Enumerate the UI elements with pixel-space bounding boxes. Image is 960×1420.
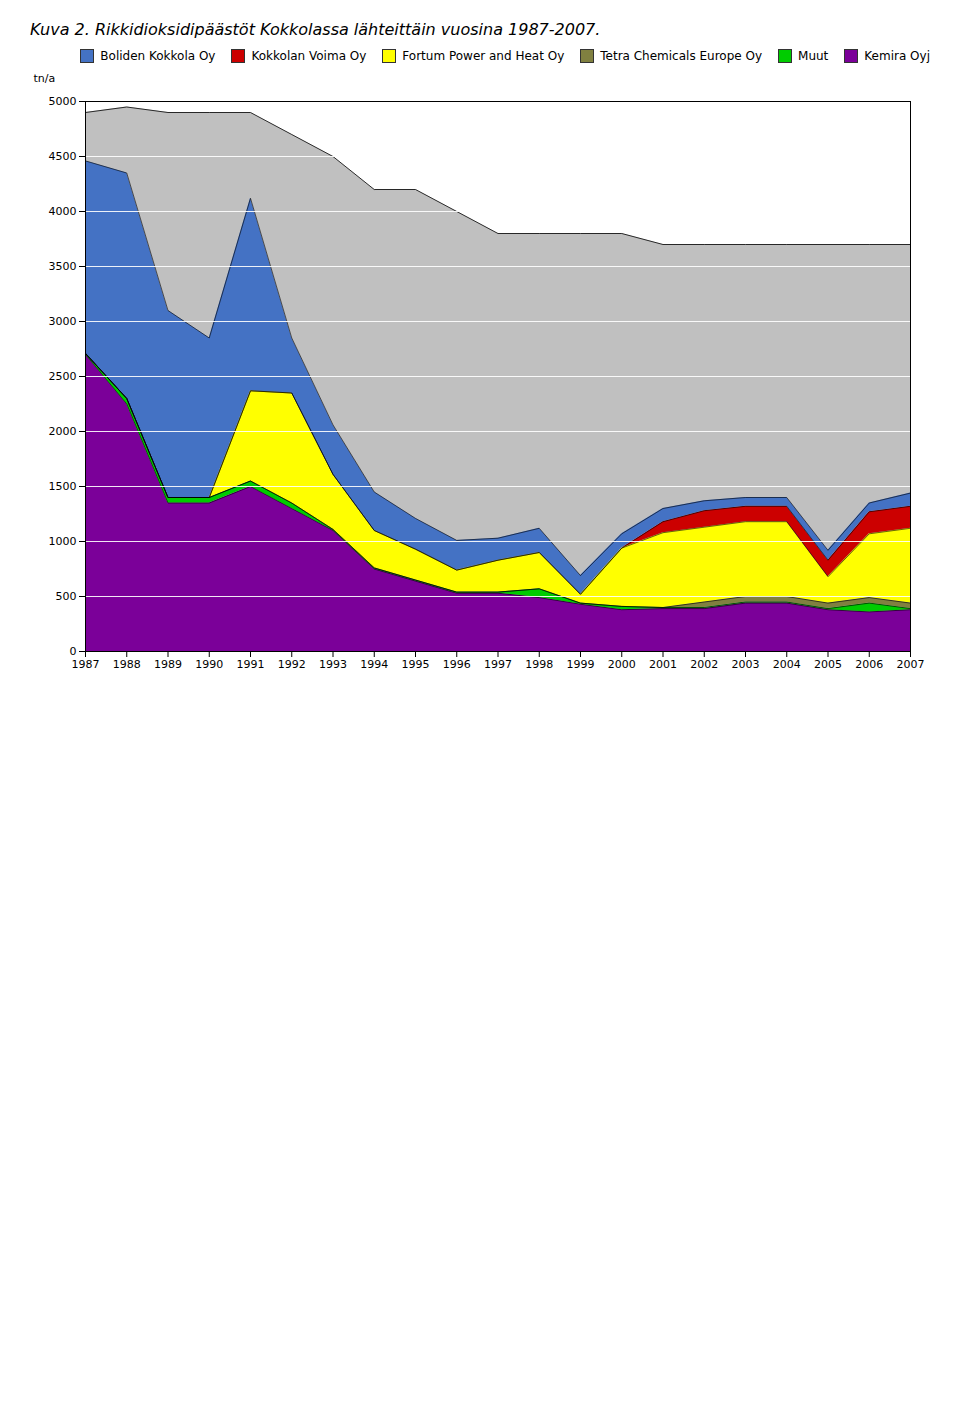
svg-text:1994: 1994 bbox=[360, 658, 388, 671]
svg-text:2007: 2007 bbox=[897, 658, 925, 671]
svg-text:1991: 1991 bbox=[237, 658, 265, 671]
svg-text:0: 0 bbox=[70, 645, 77, 658]
svg-text:2500: 2500 bbox=[49, 370, 77, 383]
html-text:Kuva 2. Rikkidioksidipäästöt K: Kuva 2. Rikkidioksidipäästöt Kokkolassa … bbox=[30, 20, 601, 39]
svg-text:1989: 1989 bbox=[154, 658, 182, 671]
svg-text:500: 500 bbox=[56, 590, 77, 603]
svg-text:4500: 4500 bbox=[49, 150, 77, 163]
svg-text:2005: 2005 bbox=[814, 658, 842, 671]
svg-text:2000: 2000 bbox=[49, 425, 77, 438]
svg-text:1992: 1992 bbox=[278, 658, 306, 671]
svg-text:tn/a: tn/a bbox=[34, 72, 56, 85]
svg-text:1993: 1993 bbox=[319, 658, 347, 671]
html-text:Boliden Kokkola Oy: Boliden Kokkola Oy bbox=[100, 49, 216, 63]
svg-text:5000: 5000 bbox=[49, 95, 77, 108]
svg-text:1988: 1988 bbox=[113, 658, 141, 671]
html-text:Fortum Power and Heat Oy: Fortum Power and Heat Oy bbox=[402, 49, 565, 63]
svg-text:1996: 1996 bbox=[443, 658, 471, 671]
svg-text:2002: 2002 bbox=[690, 658, 718, 671]
svg-text:1987: 1987 bbox=[72, 658, 100, 671]
svg-text:1997: 1997 bbox=[484, 658, 512, 671]
html-text:Tetra Chemicals Europe Oy: Tetra Chemicals Europe Oy bbox=[600, 49, 762, 63]
svg-text:4000: 4000 bbox=[49, 205, 77, 218]
svg-text:3500: 3500 bbox=[49, 260, 77, 273]
svg-text:2000: 2000 bbox=[608, 658, 636, 671]
svg-text:1999: 1999 bbox=[567, 658, 595, 671]
svg-text:3000: 3000 bbox=[49, 315, 77, 328]
svg-text:2004: 2004 bbox=[773, 658, 801, 671]
svg-text:1998: 1998 bbox=[525, 658, 553, 671]
svg-text:1990: 1990 bbox=[195, 658, 223, 671]
html-text:Kemira Oyj: Kemira Oyj bbox=[864, 49, 930, 63]
svg-text:1000: 1000 bbox=[49, 535, 77, 548]
svg-text:2003: 2003 bbox=[732, 658, 760, 671]
svg-text:1500: 1500 bbox=[49, 480, 77, 493]
svg-text:2006: 2006 bbox=[855, 658, 883, 671]
svg-text:2001: 2001 bbox=[649, 658, 677, 671]
svg-text:1995: 1995 bbox=[402, 658, 430, 671]
html-text:Kokkolan Voima Oy: Kokkolan Voima Oy bbox=[251, 49, 367, 63]
html-text:Muut: Muut bbox=[798, 49, 829, 63]
